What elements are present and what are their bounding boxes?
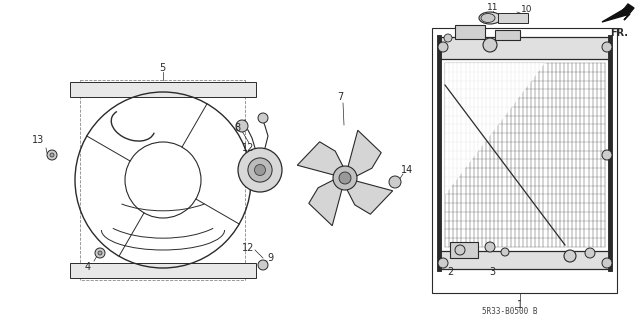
Polygon shape <box>348 130 381 177</box>
Text: FR.: FR. <box>610 28 628 38</box>
Circle shape <box>47 150 57 160</box>
Circle shape <box>485 242 495 252</box>
Text: 12: 12 <box>242 143 254 153</box>
Circle shape <box>236 120 248 132</box>
Bar <box>450 242 478 258</box>
Bar <box>440 37 610 59</box>
Circle shape <box>564 250 576 262</box>
Bar <box>495 30 520 40</box>
Polygon shape <box>445 63 545 195</box>
Text: 10: 10 <box>521 4 532 13</box>
Circle shape <box>438 42 448 52</box>
Text: 5R33-B0500 B: 5R33-B0500 B <box>483 308 538 316</box>
Circle shape <box>255 165 266 175</box>
Polygon shape <box>298 142 344 175</box>
Ellipse shape <box>481 13 495 23</box>
Bar <box>70 263 256 278</box>
Text: 5: 5 <box>159 63 166 73</box>
Text: 7: 7 <box>337 92 343 102</box>
Text: 1: 1 <box>517 300 523 310</box>
Circle shape <box>248 158 272 182</box>
Text: 3: 3 <box>489 267 495 277</box>
Circle shape <box>602 42 612 52</box>
Bar <box>80 80 245 280</box>
Circle shape <box>333 166 357 190</box>
Text: 12: 12 <box>242 243 254 253</box>
Circle shape <box>95 248 105 258</box>
Text: 4: 4 <box>85 262 91 272</box>
Bar <box>455 25 485 39</box>
Circle shape <box>438 258 448 268</box>
Text: 8: 8 <box>234 123 240 133</box>
Bar <box>432 28 617 293</box>
Circle shape <box>444 34 452 42</box>
Circle shape <box>50 153 54 157</box>
Circle shape <box>602 150 612 160</box>
Polygon shape <box>602 4 634 22</box>
Circle shape <box>258 113 268 123</box>
Polygon shape <box>308 179 342 226</box>
Text: 9: 9 <box>267 253 273 263</box>
Circle shape <box>455 245 465 255</box>
Bar <box>70 82 256 97</box>
Circle shape <box>339 172 351 184</box>
Text: 13: 13 <box>32 135 44 145</box>
Circle shape <box>389 176 401 188</box>
Circle shape <box>501 248 509 256</box>
Ellipse shape <box>479 12 501 24</box>
Bar <box>440 251 610 269</box>
Text: 14: 14 <box>401 165 413 175</box>
Text: 2: 2 <box>447 267 453 277</box>
Circle shape <box>483 38 497 52</box>
Circle shape <box>98 251 102 255</box>
Circle shape <box>258 260 268 270</box>
Circle shape <box>602 258 612 268</box>
Polygon shape <box>346 181 393 214</box>
Text: 11: 11 <box>487 4 499 12</box>
Circle shape <box>585 248 595 258</box>
Bar <box>498 13 528 23</box>
Circle shape <box>238 148 282 192</box>
